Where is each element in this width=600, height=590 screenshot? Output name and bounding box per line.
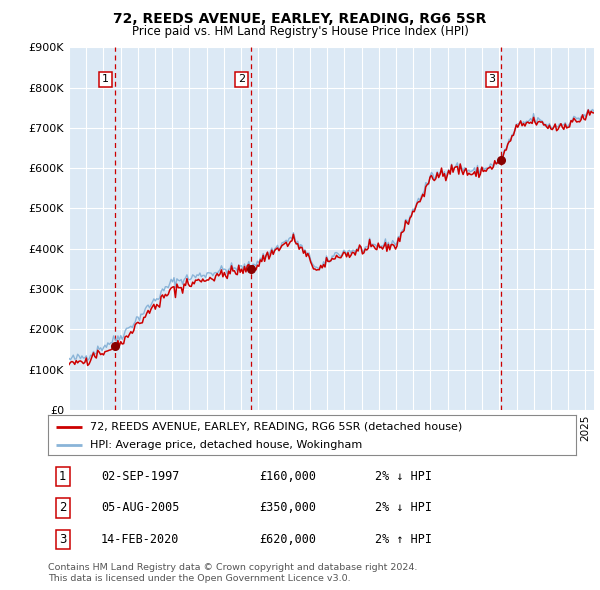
Text: £620,000: £620,000 — [259, 533, 316, 546]
Text: 2% ↑ HPI: 2% ↑ HPI — [376, 533, 433, 546]
Text: 2% ↓ HPI: 2% ↓ HPI — [376, 502, 433, 514]
Text: 1: 1 — [59, 470, 67, 483]
Text: £350,000: £350,000 — [259, 502, 316, 514]
Text: 3: 3 — [59, 533, 67, 546]
Text: £160,000: £160,000 — [259, 470, 316, 483]
Text: 1: 1 — [102, 74, 109, 84]
Text: 2: 2 — [59, 502, 67, 514]
Text: Contains HM Land Registry data © Crown copyright and database right 2024.
This d: Contains HM Land Registry data © Crown c… — [48, 563, 418, 583]
Text: 05-AUG-2005: 05-AUG-2005 — [101, 502, 179, 514]
Text: 02-SEP-1997: 02-SEP-1997 — [101, 470, 179, 483]
Text: 14-FEB-2020: 14-FEB-2020 — [101, 533, 179, 546]
Text: Price paid vs. HM Land Registry's House Price Index (HPI): Price paid vs. HM Land Registry's House … — [131, 25, 469, 38]
Text: 3: 3 — [488, 74, 496, 84]
Text: 72, REEDS AVENUE, EARLEY, READING, RG6 5SR (detached house): 72, REEDS AVENUE, EARLEY, READING, RG6 5… — [90, 422, 463, 432]
Text: HPI: Average price, detached house, Wokingham: HPI: Average price, detached house, Woki… — [90, 441, 362, 450]
Text: 2% ↓ HPI: 2% ↓ HPI — [376, 470, 433, 483]
Text: 2: 2 — [238, 74, 245, 84]
Text: 72, REEDS AVENUE, EARLEY, READING, RG6 5SR: 72, REEDS AVENUE, EARLEY, READING, RG6 5… — [113, 12, 487, 26]
